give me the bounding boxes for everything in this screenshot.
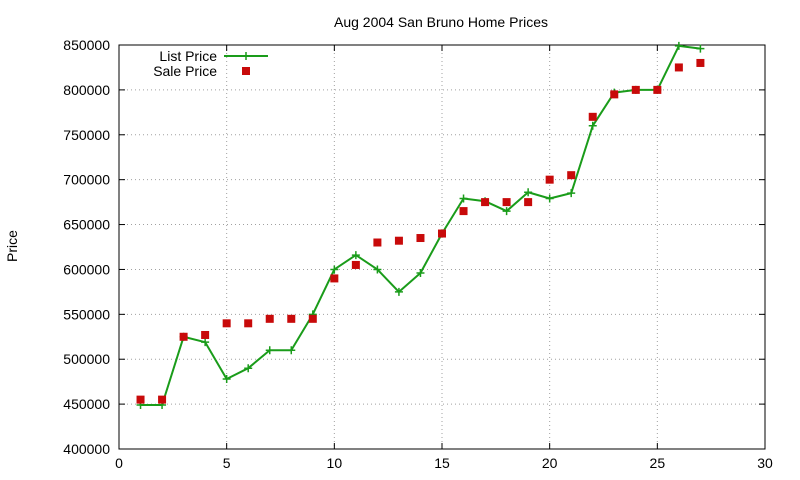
- data-point-sale-price: [394, 236, 403, 245]
- data-point-list-price: [244, 364, 253, 373]
- data-point-list-price: [567, 189, 576, 198]
- data-point-list-price: [674, 41, 683, 50]
- data-point-list-price: [201, 338, 210, 347]
- y-tick-label: 700000: [63, 172, 110, 188]
- y-tick-label: 750000: [63, 127, 110, 143]
- data-point-sale-price: [610, 90, 619, 99]
- data-point-sale-price: [308, 314, 317, 323]
- chart-title: Aug 2004 San Bruno Home Prices: [334, 14, 548, 30]
- data-point-list-price: [459, 194, 468, 203]
- data-point-list-price: [373, 265, 382, 274]
- axis-ticks: 0 5 10 15 20 25 30 400000 450000 500000 550000 6000…: [63, 37, 773, 471]
- data-point-sale-price: [244, 319, 253, 328]
- data-point-list-price: [524, 188, 533, 197]
- x-tick-label: 25: [650, 455, 666, 471]
- data-point-list-price: [265, 346, 274, 355]
- data-point-list-price: [416, 269, 425, 278]
- y-tick-label: 500000: [63, 351, 110, 367]
- data-point-sale-price: [373, 238, 382, 247]
- legend-label-list-price: List Price: [159, 48, 217, 64]
- x-tick-label: 5: [223, 455, 231, 471]
- data-point-sale-price: [696, 58, 705, 67]
- data-point-sale-price: [158, 395, 167, 404]
- data-point-sale-price: [438, 229, 446, 238]
- x-tick-label: 30: [757, 455, 773, 471]
- data-point-sale-price: [351, 260, 360, 269]
- data-point-sale-price: [179, 332, 188, 341]
- data-point-sale-price: [222, 319, 231, 328]
- data-point-sale-price: [653, 85, 662, 94]
- data-point-sale-price: [502, 198, 511, 207]
- data-point-sale-price: [416, 234, 425, 243]
- data-point-list-price: [330, 265, 339, 274]
- data-point-sale-price: [588, 112, 597, 121]
- data-point-sale-price: [481, 198, 490, 207]
- data-point-sale-price: [287, 314, 296, 323]
- data-point-sale-price: [674, 63, 683, 72]
- legend: List Price Sale Price: [153, 48, 268, 79]
- data-point-sale-price: [631, 85, 640, 94]
- data-point-list-price: [394, 287, 403, 296]
- legend-marker-sale-price: [242, 67, 250, 75]
- x-tick-label: 10: [327, 455, 343, 471]
- data-point-list-price: [351, 251, 360, 260]
- legend-label-sale-price: Sale Price: [153, 63, 217, 79]
- legend-marker-list-price: [242, 52, 250, 60]
- data-point-list-price: [696, 44, 705, 53]
- data-point-sale-price: [459, 207, 468, 216]
- data-point-sale-price: [136, 395, 145, 404]
- x-tick-label: 20: [542, 455, 558, 471]
- data-point-list-price: [222, 374, 231, 383]
- data-point-sale-price: [567, 171, 576, 180]
- data-point-sale-price: [201, 330, 210, 339]
- data-layer: [136, 41, 705, 410]
- data-point-list-price: [287, 346, 296, 355]
- data-point-sale-price: [265, 314, 274, 323]
- y-tick-label: 600000: [63, 261, 110, 277]
- y-tick-label: 450000: [63, 396, 110, 412]
- x-tick-label: 15: [434, 455, 450, 471]
- x-tick-label: 0: [115, 455, 123, 471]
- data-point-sale-price: [545, 175, 554, 184]
- data-point-list-price: [502, 207, 511, 216]
- y-axis-label: Price: [4, 230, 20, 262]
- data-point-list-price: [588, 121, 597, 130]
- y-tick-label: 650000: [63, 217, 110, 233]
- data-point-sale-price: [330, 274, 339, 283]
- data-point-list-price: [545, 194, 554, 203]
- data-point-sale-price: [524, 198, 533, 207]
- y-tick-label: 850000: [63, 37, 110, 53]
- series-line-list-price: [140, 44, 701, 407]
- grid-lines: [119, 45, 765, 449]
- y-tick-label: 800000: [63, 82, 110, 98]
- y-tick-label: 400000: [63, 441, 110, 457]
- y-tick-label: 550000: [63, 306, 110, 322]
